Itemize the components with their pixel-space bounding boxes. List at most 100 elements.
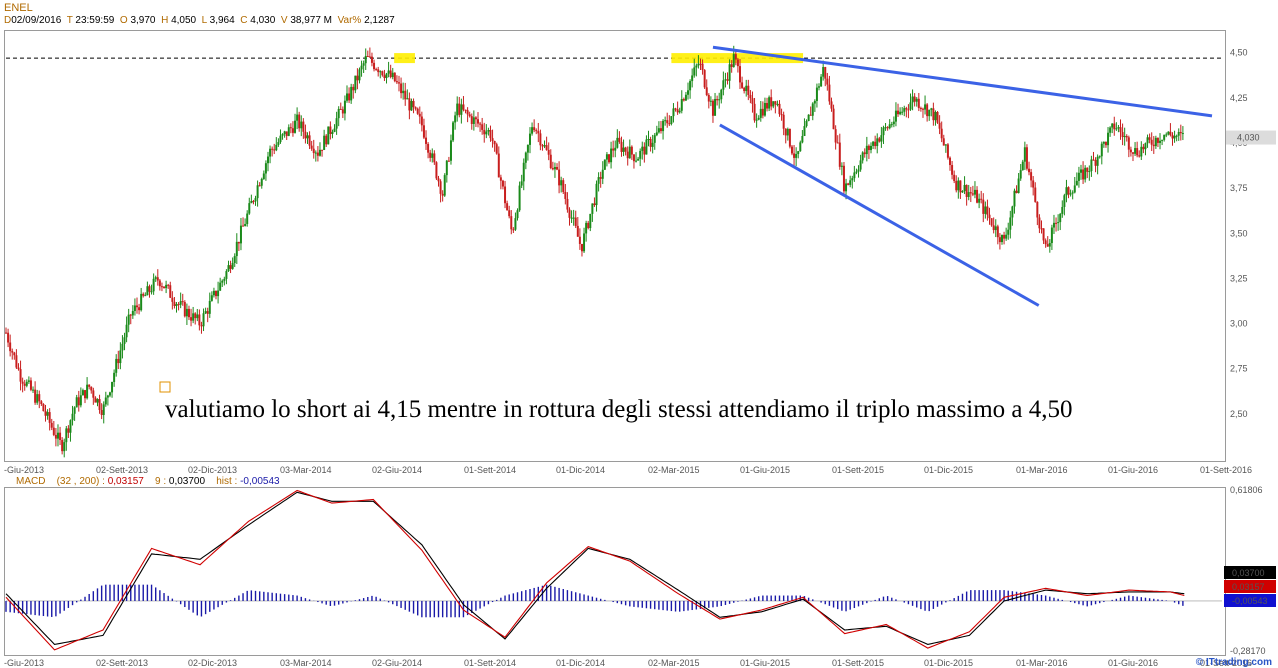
- candle-body: [1086, 167, 1089, 172]
- candle-body: [591, 203, 594, 214]
- candle-body: [377, 69, 380, 73]
- candle-body: [269, 148, 272, 157]
- candle-body: [69, 420, 72, 433]
- candle-body: [946, 144, 949, 158]
- candle-body: [454, 115, 457, 123]
- macd-value-label: 0,03157: [1232, 582, 1265, 592]
- date-tick-label: 01-Dic-2015: [924, 465, 973, 475]
- candle-body: [674, 108, 677, 110]
- candle-body: [782, 114, 785, 129]
- candle-body: [79, 395, 82, 406]
- candle-body: [1163, 134, 1166, 140]
- candle-body: [27, 380, 30, 382]
- candle-body: [314, 152, 317, 154]
- candle-body: [691, 75, 694, 82]
- candle-body: [894, 110, 897, 122]
- signal-label: 9 :: [155, 476, 167, 487]
- candle-body: [986, 206, 989, 215]
- candle-body: [811, 103, 814, 116]
- date-tick-label: 01-Giu-2016: [1108, 658, 1158, 668]
- open-key: O: [119, 15, 128, 26]
- candle-body: [626, 151, 629, 159]
- candle-body: [944, 144, 947, 146]
- var-key: Var%: [337, 15, 362, 26]
- candle-body: [1019, 170, 1022, 179]
- candle-body: [474, 117, 477, 120]
- candle-body: [196, 314, 199, 319]
- candle-body: [838, 142, 841, 167]
- highlight-box: [671, 53, 804, 64]
- candle-body: [859, 160, 862, 170]
- candle-body: [348, 93, 351, 101]
- candle-body: [29, 380, 32, 390]
- candle-body: [1121, 132, 1124, 138]
- candle-body: [761, 108, 764, 116]
- candle-body: [495, 144, 498, 154]
- candle-body: [1115, 128, 1118, 130]
- date-tick-label: 01-Giu-2015: [740, 658, 790, 668]
- candle-body: [630, 146, 633, 155]
- candle-body: [869, 145, 872, 151]
- candle-body: [1057, 222, 1060, 224]
- candle-body: [464, 109, 467, 111]
- candle-body: [551, 168, 554, 170]
- candle-body: [720, 89, 723, 100]
- candle-body: [169, 285, 172, 298]
- var-value: 2,1287: [364, 15, 395, 26]
- candle-body: [485, 131, 488, 135]
- candle-body: [909, 102, 912, 110]
- candle-body: [7, 332, 10, 343]
- candle-body: [1117, 127, 1120, 129]
- candle-body: [533, 127, 536, 131]
- hist-label: hist :: [216, 476, 238, 487]
- candle-body: [693, 67, 696, 76]
- candle-body: [961, 191, 964, 193]
- candle-body: [304, 131, 307, 139]
- candle-body: [1046, 244, 1049, 247]
- candle-body: [63, 442, 66, 452]
- candle-body: [1119, 127, 1122, 133]
- candle-body: [408, 98, 411, 111]
- candle-body: [34, 389, 37, 403]
- candle-body: [518, 185, 521, 211]
- price-tick-label: 2,75: [1230, 364, 1248, 374]
- candle-body: [487, 130, 490, 132]
- candle-body: [441, 193, 444, 196]
- candle-body: [231, 263, 234, 269]
- candle-body: [1023, 147, 1026, 162]
- candle-body: [422, 125, 425, 138]
- candle-body: [447, 160, 450, 162]
- candle-body: [491, 138, 494, 141]
- candle-body: [1044, 240, 1047, 245]
- candle-body: [90, 386, 93, 391]
- candle-body: [1148, 137, 1151, 140]
- candle-body: [264, 163, 267, 174]
- price-tick-label: 2,50: [1230, 409, 1248, 419]
- candle-body: [778, 103, 781, 115]
- candle-body: [676, 109, 679, 113]
- candle-body: [335, 118, 338, 129]
- candle-body: [822, 67, 825, 77]
- candle-body: [146, 286, 149, 296]
- candle-body: [855, 171, 858, 173]
- candle-body: [553, 167, 556, 170]
- candle-body: [924, 104, 927, 110]
- candle-body: [1028, 168, 1031, 173]
- candle-body: [406, 98, 409, 100]
- date-tick-label: 02-Mar-2015: [648, 465, 700, 475]
- candle-body: [370, 56, 373, 63]
- candle-body: [1042, 228, 1045, 241]
- price-tick-label: 3,25: [1230, 273, 1248, 283]
- candle-body: [815, 87, 818, 101]
- candle-body: [449, 140, 452, 161]
- candle-body: [992, 225, 995, 231]
- candle-body: [298, 114, 301, 129]
- candle-body: [327, 126, 330, 145]
- candle-body: [520, 181, 523, 186]
- date-tick-label: 02-Sett-2013: [96, 658, 148, 668]
- candle-body: [456, 103, 459, 116]
- candle-body: [252, 201, 255, 203]
- macd-value-label: -0,00543: [1232, 596, 1268, 606]
- candle-body: [400, 83, 403, 94]
- candle-body: [50, 422, 53, 428]
